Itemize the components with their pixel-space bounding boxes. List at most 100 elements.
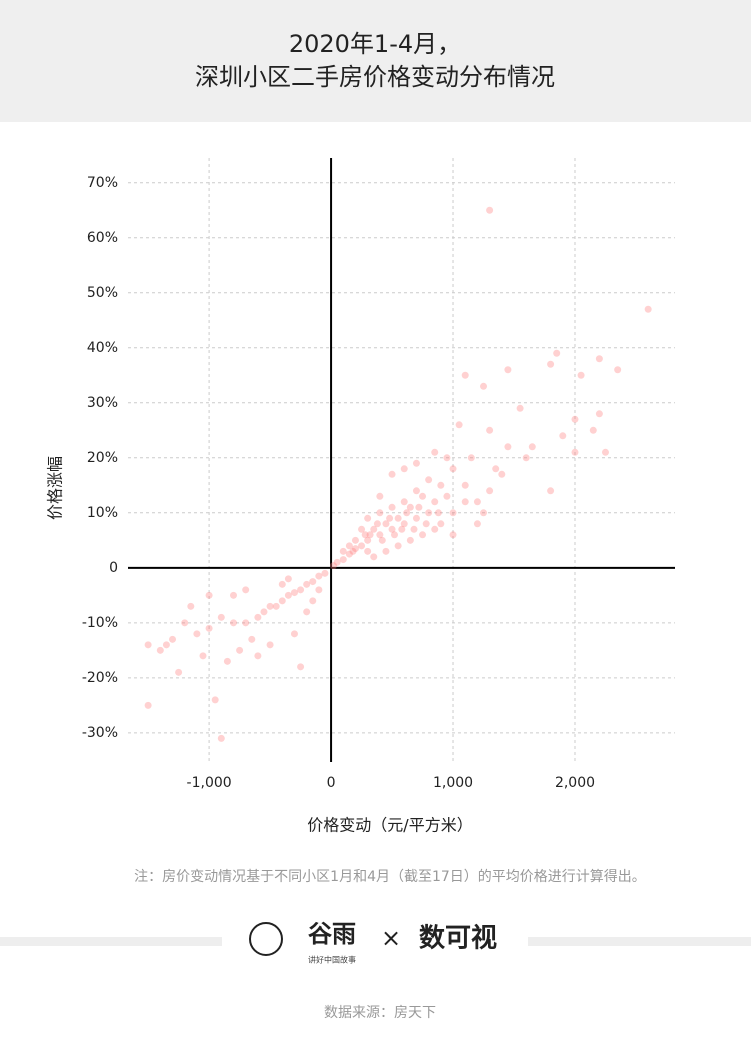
point [547, 360, 555, 368]
point [373, 520, 381, 528]
point [400, 465, 408, 473]
point [248, 635, 256, 643]
x-axis-label: 价格变动（元/平方米） [307, 816, 472, 835]
point [349, 547, 357, 555]
point [370, 553, 378, 561]
divider [528, 937, 751, 946]
point [364, 514, 372, 522]
point [571, 415, 579, 423]
point [406, 536, 414, 544]
point [315, 586, 323, 594]
point [486, 206, 494, 214]
point [236, 646, 244, 654]
point [480, 382, 488, 390]
point [254, 613, 262, 621]
point [412, 459, 420, 467]
point [339, 556, 347, 564]
point [461, 498, 469, 506]
point [614, 366, 622, 374]
point [553, 349, 561, 357]
point [266, 641, 274, 649]
point [449, 531, 457, 539]
point [156, 646, 164, 654]
point [309, 597, 317, 605]
point [595, 410, 603, 418]
point [217, 613, 225, 621]
point [242, 619, 250, 627]
y-tick-label: -20% [82, 670, 118, 686]
point [181, 619, 189, 627]
point [571, 448, 579, 456]
point [272, 602, 280, 610]
y-tick-label: 40% [87, 340, 118, 356]
point [144, 701, 152, 709]
point [419, 531, 427, 539]
point [370, 525, 378, 533]
chart-subtitle: 深圳小区二手房价格变动分布情况 [195, 63, 555, 91]
point [278, 597, 286, 605]
logo-slogan: 讲好中国故事 [308, 955, 356, 965]
point [205, 624, 213, 632]
point [431, 525, 439, 533]
point [486, 426, 494, 434]
point [205, 591, 213, 599]
point [577, 371, 585, 379]
y-tick-label: 50% [87, 285, 118, 301]
point [162, 641, 170, 649]
point [403, 509, 411, 517]
point [455, 421, 463, 429]
point [144, 641, 152, 649]
point [390, 531, 398, 539]
point [366, 531, 374, 539]
point [504, 366, 512, 374]
point [400, 520, 408, 528]
point [386, 514, 394, 522]
point [284, 575, 292, 583]
point [492, 465, 500, 473]
point [364, 547, 372, 555]
point [644, 305, 652, 313]
point [229, 591, 237, 599]
point [388, 470, 396, 478]
y-tick-label: 10% [87, 505, 118, 521]
header-band [0, 0, 751, 122]
point [339, 547, 347, 555]
point [351, 545, 359, 553]
point [498, 470, 506, 478]
y-tick-label: 0 [109, 560, 118, 576]
point [528, 443, 536, 451]
note: 注：房价变动情况基于不同小区1月和4月（截至17日）的平均价格进行计算得出。 [134, 868, 646, 885]
point [504, 443, 512, 451]
y-tick-label: -10% [82, 615, 118, 631]
x-tick-label: 2,000 [555, 775, 595, 791]
logo-separator: × [381, 924, 401, 952]
point [434, 509, 442, 517]
point [187, 602, 195, 610]
point [559, 432, 567, 440]
point [333, 558, 341, 566]
point [437, 481, 445, 489]
source: 数据来源：房天下 [324, 1005, 436, 1021]
point [382, 520, 390, 528]
y-tick-label: -30% [82, 725, 118, 741]
x-tick-label: 1,000 [433, 775, 473, 791]
point [193, 630, 201, 638]
point [364, 536, 372, 544]
point [443, 492, 451, 500]
point [400, 498, 408, 506]
point [169, 635, 177, 643]
point [394, 514, 402, 522]
point [516, 404, 524, 412]
point [309, 578, 317, 586]
point [467, 454, 475, 462]
point [330, 562, 338, 570]
point [351, 536, 359, 544]
point [422, 520, 430, 528]
point [378, 536, 386, 544]
point [217, 734, 225, 742]
point [260, 608, 268, 616]
logo-text: 谷雨 [308, 920, 356, 948]
point [449, 465, 457, 473]
point [376, 492, 384, 500]
